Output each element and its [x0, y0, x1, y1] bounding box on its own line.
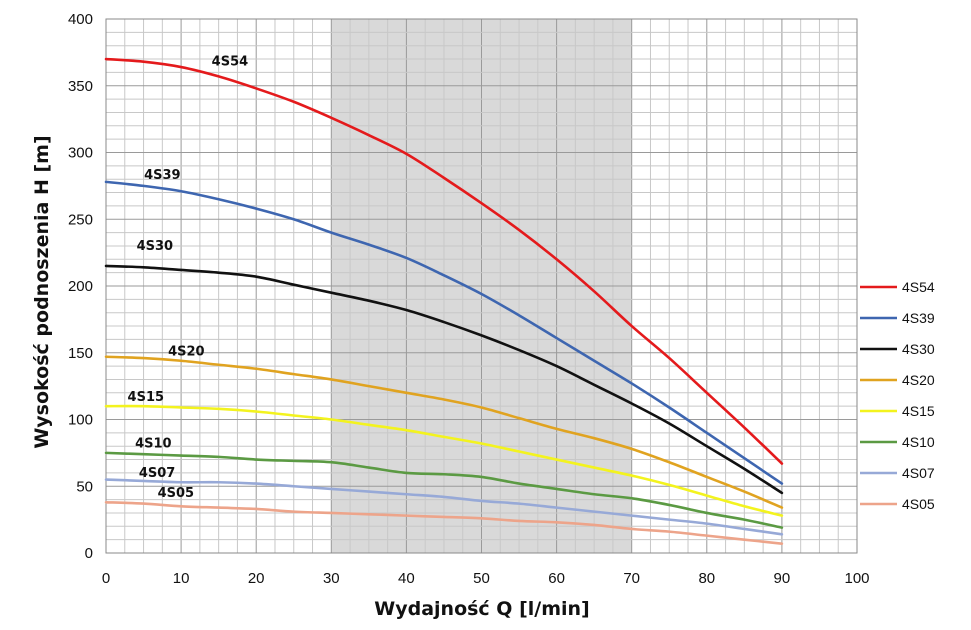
- x-axis-title: Wydajność Q [l/min]: [374, 598, 589, 620]
- curve-label-4s20: 4S20: [168, 344, 205, 359]
- x-tick-label: 30: [323, 570, 340, 587]
- curve-label-4s15: 4S15: [128, 390, 165, 405]
- series-line-4s10: [104, 451, 784, 529]
- legend-label-4s10: 4S10: [902, 434, 935, 450]
- series-line-4s30: [104, 264, 784, 495]
- legend-label-4s05: 4S05: [902, 496, 935, 512]
- series-line-4s15: [104, 404, 784, 517]
- legend-label-4s54: 4S54: [902, 279, 935, 295]
- grid-layer: [105, 18, 858, 554]
- curve-label-4s30: 4S30: [137, 239, 174, 254]
- tick-label-layer: 0 10 20 30 40 50 60 70 80 90 100 0 50 100 150 200 250 300…: [68, 11, 870, 587]
- y-tick-label: 100: [68, 412, 93, 429]
- y-tick-label: 300: [68, 145, 93, 162]
- x-tick-label: 40: [398, 570, 415, 587]
- series-line-4s05: [104, 500, 784, 545]
- curve-label-4s07: 4S07: [139, 466, 176, 481]
- y-tick-label: 350: [68, 78, 93, 95]
- y-tick-label: 400: [68, 11, 93, 28]
- series-line-4s07: [104, 478, 784, 536]
- series-line-4s20: [104, 355, 784, 509]
- x-tick-label: 10: [173, 570, 190, 587]
- x-tick-label: 50: [473, 570, 490, 587]
- plot-frame: [105, 18, 858, 554]
- x-tick-label: 20: [248, 570, 265, 587]
- curve-label-4s05: 4S05: [158, 486, 195, 501]
- legend-label-4s30: 4S30: [902, 341, 935, 357]
- y-tick-label: 200: [68, 278, 93, 295]
- y-tick-label: 0: [85, 545, 93, 562]
- series-line-4s39: [104, 180, 784, 485]
- legend: 4S54 4S39 4S30 4S20 4S15 4S10 4S07 4S05: [860, 279, 935, 512]
- curve-label-4s10: 4S10: [135, 437, 172, 452]
- legend-label-4s20: 4S20: [902, 372, 935, 388]
- legend-label-4s39: 4S39: [902, 310, 935, 326]
- y-tick-label: 50: [76, 478, 93, 495]
- y-axis-title: Wysokość podnoszenia H [m]: [31, 135, 53, 448]
- series-line-4s54: [104, 57, 784, 465]
- x-tick-label: 60: [548, 570, 565, 587]
- x-tick-label: 80: [698, 570, 715, 587]
- x-tick-label: 90: [774, 570, 791, 587]
- curve-label-4s39: 4S39: [144, 168, 181, 183]
- legend-label-4s15: 4S15: [902, 403, 935, 419]
- series-layer: [104, 57, 784, 545]
- curve-label-4s54: 4S54: [212, 55, 249, 70]
- x-tick-label: 70: [623, 570, 640, 587]
- x-tick-label: 0: [102, 570, 110, 587]
- x-tick-label: 100: [844, 570, 869, 587]
- legend-label-4s07: 4S07: [902, 465, 935, 481]
- y-tick-label: 250: [68, 211, 93, 228]
- y-tick-label: 150: [68, 345, 93, 362]
- curve-label-layer: 4S54 4S39 4S30 4S20 4S15 4S10 4S07 4S05: [128, 55, 249, 501]
